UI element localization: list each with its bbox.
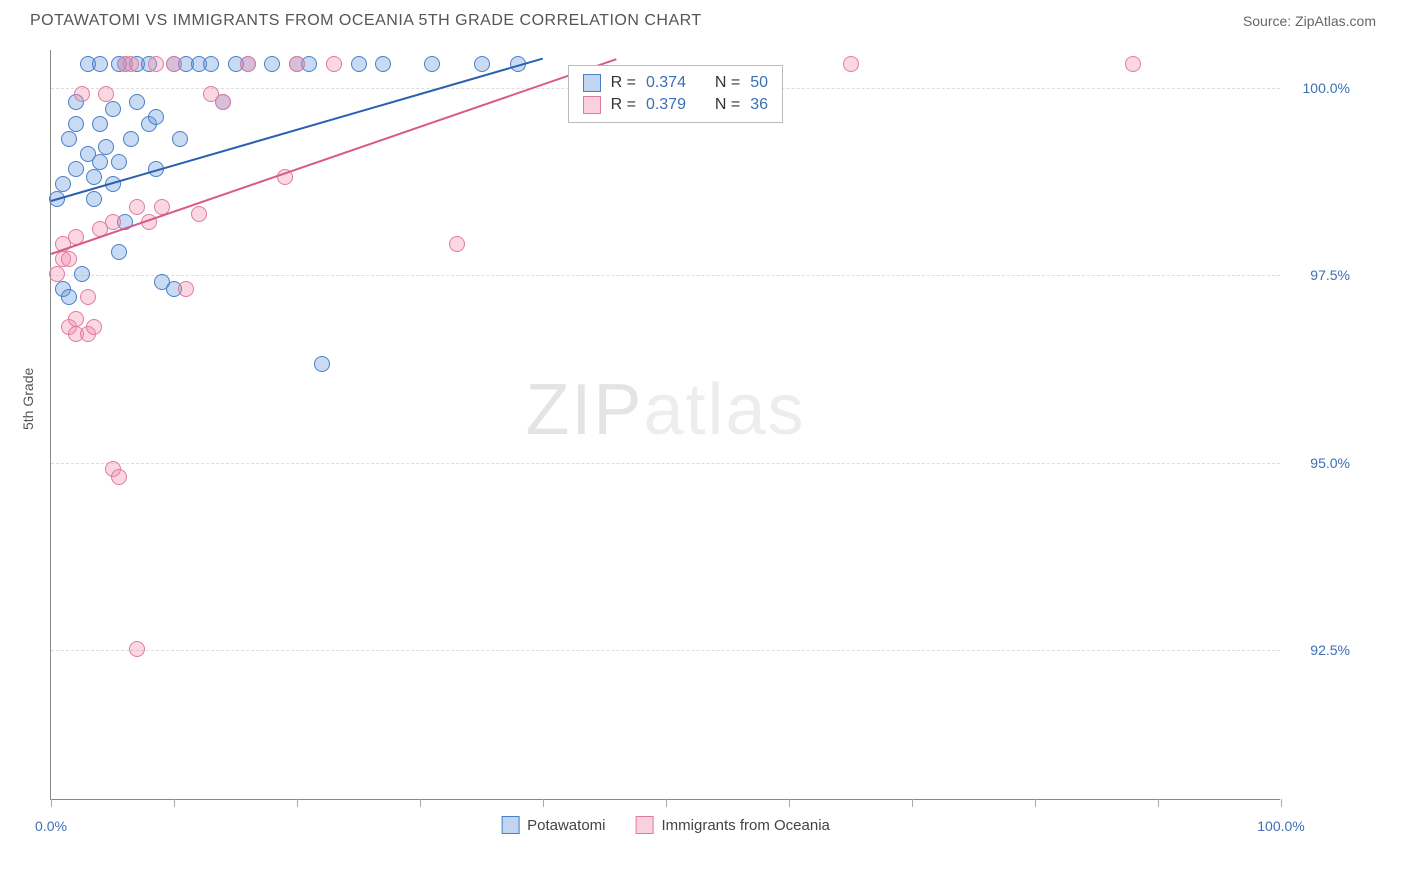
scatter-point xyxy=(111,469,127,485)
scatter-point xyxy=(191,206,207,222)
y-axis-label: 5th Grade xyxy=(20,368,36,430)
scatter-point xyxy=(86,319,102,335)
x-tick xyxy=(912,799,913,807)
scatter-point xyxy=(61,251,77,267)
scatter-point xyxy=(86,191,102,207)
scatter-point xyxy=(98,86,114,102)
scatter-point xyxy=(111,244,127,260)
watermark: ZIPatlas xyxy=(525,369,805,451)
scatter-point xyxy=(92,56,108,72)
legend-swatch xyxy=(635,816,653,834)
scatter-point xyxy=(129,641,145,657)
x-tick xyxy=(666,799,667,807)
trend-line xyxy=(51,58,544,202)
scatter-point xyxy=(203,56,219,72)
legend-swatch xyxy=(583,74,601,92)
scatter-point xyxy=(80,289,96,305)
scatter-point xyxy=(92,154,108,170)
scatter-point xyxy=(129,199,145,215)
scatter-point xyxy=(68,116,84,132)
gridline-h xyxy=(51,275,1280,276)
x-tick xyxy=(420,799,421,807)
gridline-h xyxy=(51,650,1280,651)
y-tick-label: 97.5% xyxy=(1310,267,1350,283)
x-tick xyxy=(51,799,52,807)
x-tick xyxy=(1281,799,1282,807)
scatter-point xyxy=(289,56,305,72)
scatter-point xyxy=(129,94,145,110)
scatter-point xyxy=(424,56,440,72)
scatter-point xyxy=(61,131,77,147)
stat-n: 36 xyxy=(750,96,768,114)
scatter-point xyxy=(74,266,90,282)
scatter-point xyxy=(375,56,391,72)
header: POTAWATOMI VS IMMIGRANTS FROM OCEANIA 5T… xyxy=(0,0,1406,42)
x-tick xyxy=(174,799,175,807)
scatter-point xyxy=(123,131,139,147)
stat-r: 0.379 xyxy=(646,96,686,114)
scatter-point xyxy=(215,94,231,110)
scatter-point xyxy=(240,56,256,72)
scatter-point xyxy=(264,56,280,72)
x-tick xyxy=(543,799,544,807)
chart-title: POTAWATOMI VS IMMIGRANTS FROM OCEANIA 5T… xyxy=(30,12,702,30)
y-tick-label: 92.5% xyxy=(1310,642,1350,658)
scatter-point xyxy=(148,109,164,125)
scatter-point xyxy=(351,56,367,72)
chart-container: 5th Grade ZIPatlas 92.5%95.0%97.5%100.0%… xyxy=(50,50,1370,850)
scatter-point xyxy=(178,281,194,297)
legend-label: Immigrants from Oceania xyxy=(661,817,829,834)
x-tick xyxy=(789,799,790,807)
legend-swatch xyxy=(501,816,519,834)
scatter-point xyxy=(74,86,90,102)
scatter-point xyxy=(105,214,121,230)
scatter-point xyxy=(61,289,77,305)
scatter-point xyxy=(105,101,121,117)
legend-label: Potawatomi xyxy=(527,817,605,834)
x-tick-label: 100.0% xyxy=(1257,818,1304,834)
scatter-point xyxy=(68,311,84,327)
scatter-point xyxy=(49,266,65,282)
legend-item: Potawatomi xyxy=(501,816,605,834)
scatter-point xyxy=(314,356,330,372)
scatter-point xyxy=(123,56,139,72)
scatter-point xyxy=(449,236,465,252)
scatter-point xyxy=(92,116,108,132)
scatter-point xyxy=(86,169,102,185)
stat-n: 50 xyxy=(750,74,768,92)
stats-box: R =0.374 N =50R =0.379 N =36 xyxy=(568,65,783,123)
scatter-point xyxy=(98,139,114,155)
x-tick-label: 0.0% xyxy=(35,818,67,834)
stats-row: R =0.374 N =50 xyxy=(583,72,768,94)
x-tick xyxy=(1035,799,1036,807)
y-tick-label: 95.0% xyxy=(1310,455,1350,471)
x-tick xyxy=(297,799,298,807)
legend: Potawatomi Immigrants from Oceania xyxy=(501,816,830,834)
legend-swatch xyxy=(583,96,601,114)
scatter-point xyxy=(326,56,342,72)
scatter-point xyxy=(55,176,71,192)
scatter-point xyxy=(148,56,164,72)
y-tick-label: 100.0% xyxy=(1303,80,1350,96)
x-tick xyxy=(1158,799,1159,807)
scatter-point xyxy=(68,161,84,177)
scatter-point xyxy=(172,131,188,147)
scatter-point xyxy=(111,154,127,170)
stats-row: R =0.379 N =36 xyxy=(583,94,768,116)
plot-area: ZIPatlas 92.5%95.0%97.5%100.0%0.0%100.0%… xyxy=(50,50,1280,800)
gridline-h xyxy=(51,463,1280,464)
scatter-point xyxy=(474,56,490,72)
scatter-point xyxy=(166,56,182,72)
stat-r: 0.374 xyxy=(646,74,686,92)
scatter-point xyxy=(1125,56,1141,72)
legend-item: Immigrants from Oceania xyxy=(635,816,829,834)
scatter-point xyxy=(843,56,859,72)
source-label: Source: ZipAtlas.com xyxy=(1243,13,1376,29)
